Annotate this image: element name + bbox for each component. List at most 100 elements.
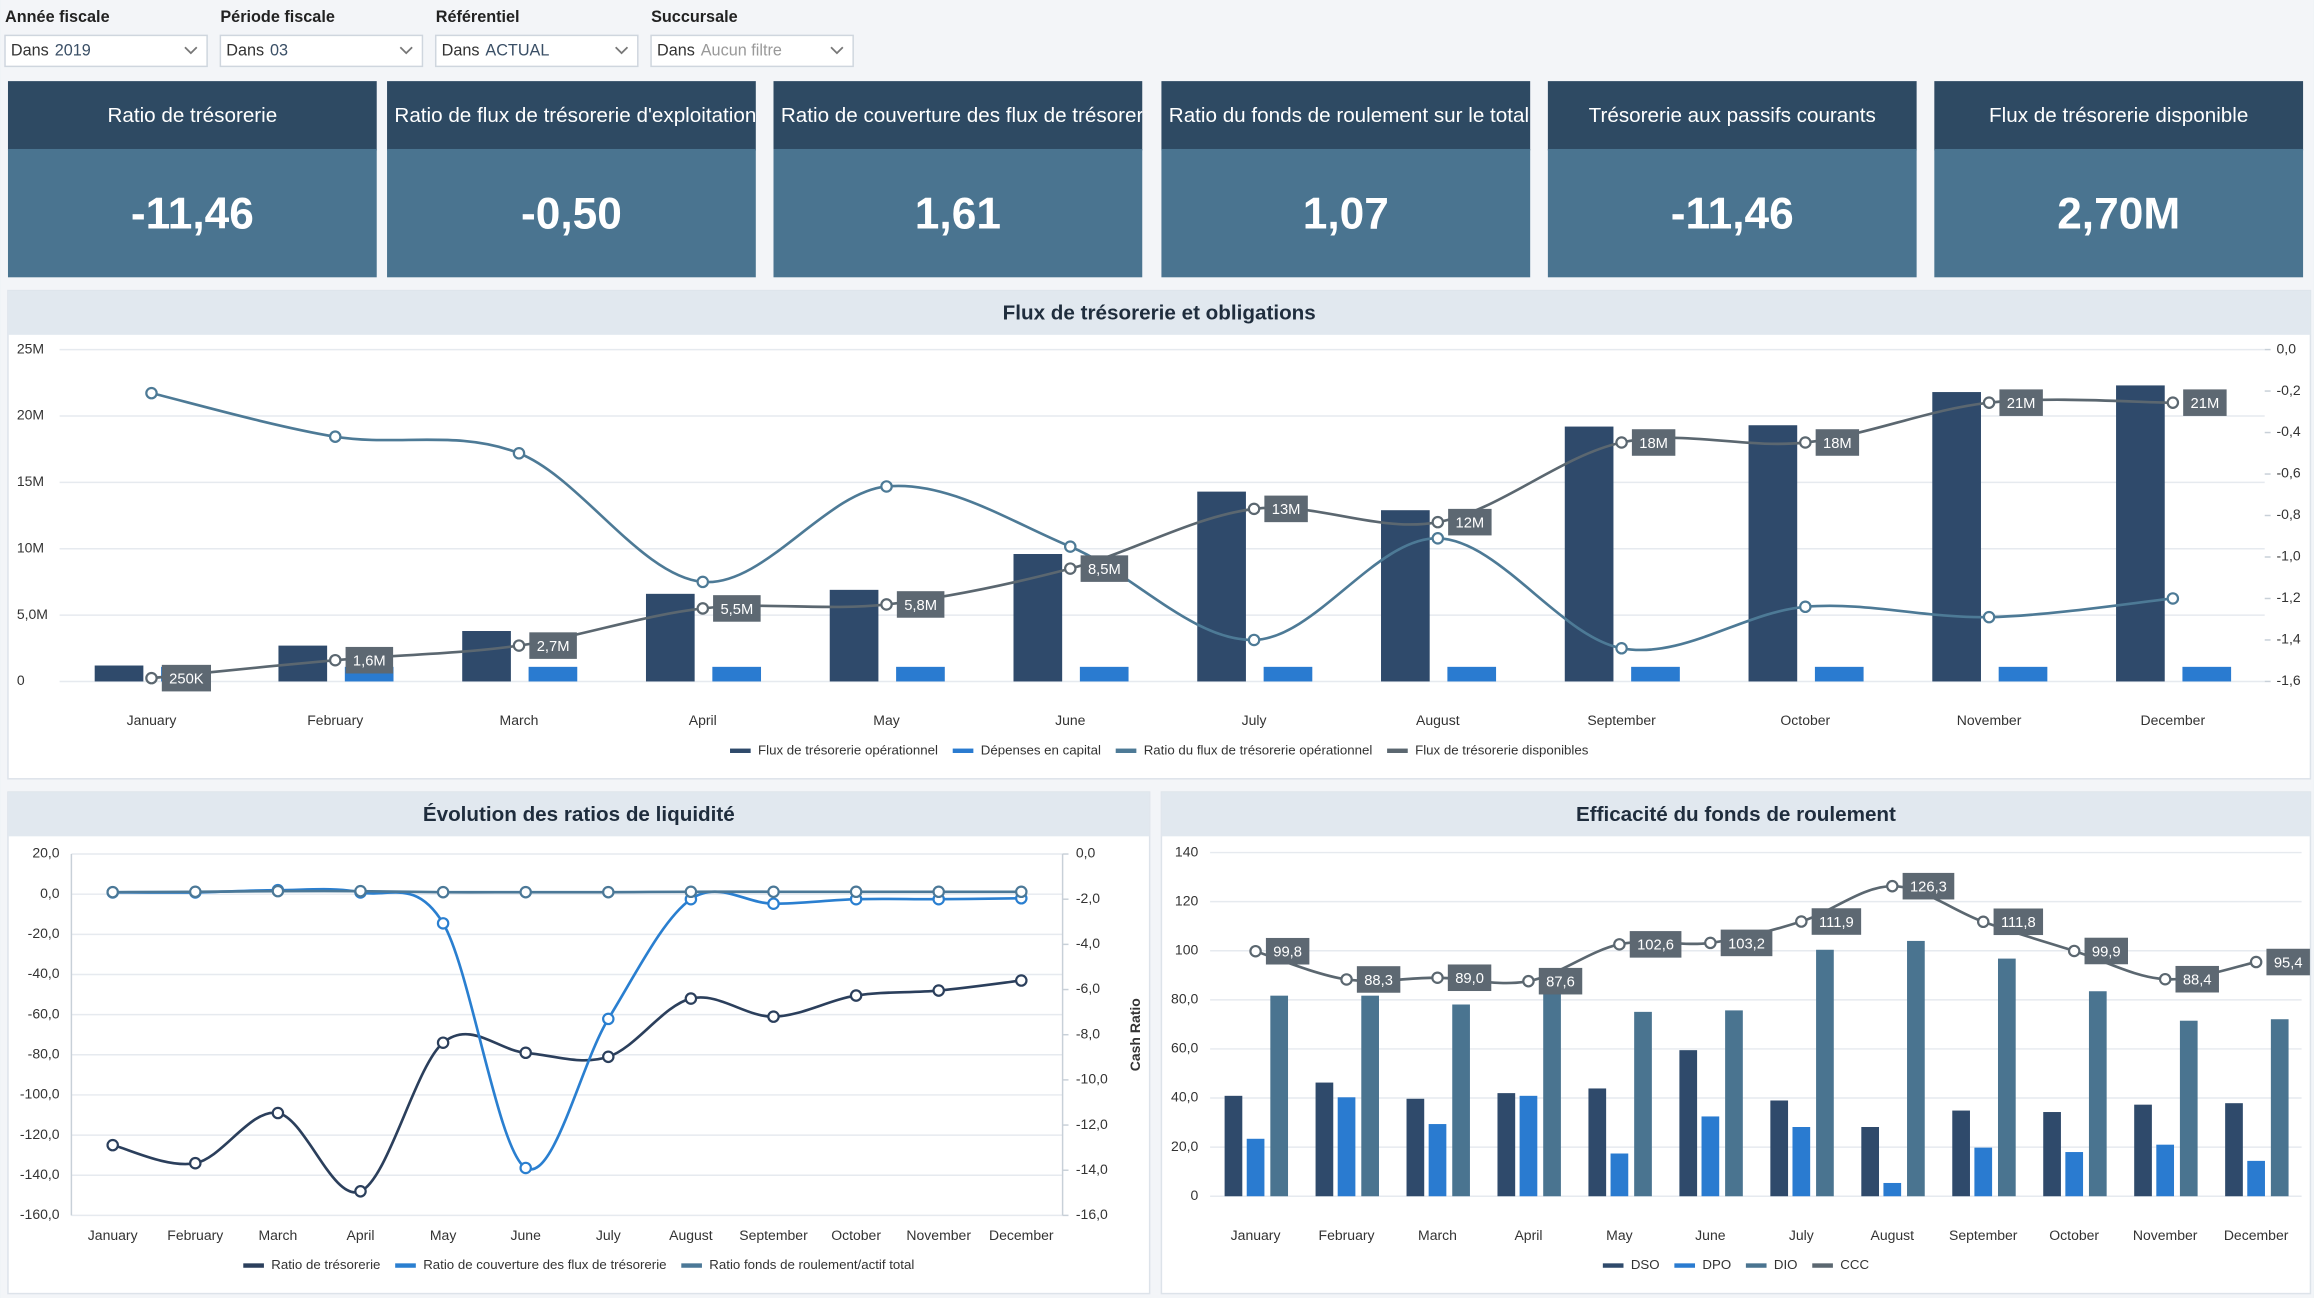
dropdown-box[interactable] [434,34,639,68]
bar [2156,1144,2175,1197]
kpi-title: Ratio de trésorerie [107,104,277,127]
chart: Efficacité du fonds de roulement 0 20,0 40,… [1160,791,2312,1295]
bar [1381,510,1430,682]
data-label: 250K [169,671,204,687]
data-label-box [2266,948,2310,976]
legend-label: CCC [1840,1257,1869,1272]
dropdown-box[interactable] [4,34,208,68]
kpi-body [1934,148,2304,278]
data-label-box [1629,931,1682,958]
kpi-header [7,81,377,151]
bar [1725,1010,1743,1197]
filter-dropdown[interactable]: Dans ACTUAL [434,34,639,68]
legend-swatch [952,748,974,753]
data-label-box [713,595,761,622]
data-label-box [2183,389,2227,416]
legend-swatch [395,1263,416,1268]
line-marker [2158,972,2172,986]
dropdown-box[interactable] [650,34,854,68]
bar [1013,554,1063,682]
y-tick-label: -40,0 [28,965,60,981]
line-marker [880,598,893,611]
bar [1907,940,1925,1197]
line-marker [1982,610,1996,624]
kpi-body [773,148,1143,278]
kpi-value: -11,46 [131,190,254,239]
legend-swatch [730,748,751,753]
x-tick-label: November [1957,712,2022,728]
chart-title: Efficacité du fonds de roulement [1576,803,1896,826]
line-marker [849,885,863,899]
x-tick-label: February [307,712,363,728]
bar [1270,995,1289,1197]
dropdown-text: Dans Aucun filtre [657,42,782,60]
data-label: 2,7M [537,639,570,655]
x-tick-label: January [127,712,177,728]
bar [2182,666,2232,682]
x-tick-label: July [1242,712,1267,728]
data-label: 89,0 [1455,971,1484,987]
y-tick-label: 5,0M [17,606,48,622]
data-label-box [529,632,577,659]
kpi-body [1161,148,1531,278]
line-marker [1615,436,1628,449]
data-label: 8,5M [1088,562,1121,578]
line-marker [2067,944,2081,958]
data-label-box [1264,495,1308,523]
chart: Évolution des ratios de liquidité 20,0 0,0… [7,791,1151,1295]
legend-label: Ratio de trésorerie [271,1257,380,1272]
chevron [830,46,844,55]
line-marker [1976,915,1990,929]
x-tick-label: January [1231,1227,1281,1243]
kpi-header [1547,81,1917,151]
bar [1361,995,1379,1197]
line-marker [145,671,158,685]
dropdown-text: Dans ACTUAL [442,42,550,60]
bar [2088,991,2107,1197]
y-tick-label: -120,0 [20,1126,60,1142]
line-marker [328,430,342,443]
x-tick-label: April [1514,1227,1542,1243]
bar [1792,1126,1811,1197]
x-tick-label: February [167,1227,223,1243]
line-marker [189,1156,202,1170]
chart-title: Flux de trésorerie et obligations [1003,302,1316,325]
line-marker [519,1161,532,1175]
dropdown-box[interactable] [219,34,424,68]
filter-label: Année fiscale [5,8,110,26]
data-label: 18M [1823,436,1852,452]
data-label-box [161,664,212,692]
line-marker [1431,532,1445,545]
chevron [184,46,198,55]
kpi-title: Flux de trésorerie disponible [1989,104,2248,127]
bar [2179,1020,2198,1197]
bar [2247,1160,2265,1197]
bar [712,666,762,682]
line-marker [354,884,367,898]
filter-dropdown[interactable]: Dans 03 [219,34,424,68]
line-marker [880,480,893,493]
bar [1337,1097,1356,1197]
data-label: 87,6 [1546,975,1575,991]
filter-dropdown[interactable]: Dans Aucun filtre [650,34,854,68]
data-label: 13M [1272,502,1301,518]
data-label-box [1999,389,2043,416]
dropdown-value: Aucun filtre [701,42,782,60]
bar [1997,958,2016,1197]
y2-tick-label: -1,2 [2277,589,2301,605]
legend-swatch [243,1263,264,1268]
kpi-value: -0,50 [521,190,622,239]
bar [1428,1124,1447,1197]
y2-tick-label: 0,0 [1076,845,1096,861]
y-tick-label: 20M [17,407,44,423]
line-marker [512,447,526,460]
data-label: 88,4 [2183,973,2212,989]
x-tick-label: July [596,1227,621,1243]
y2-tick-label: -16,0 [1076,1206,1108,1222]
bar [2065,1152,2084,1197]
data-label: 99,9 [2092,944,2121,960]
chart-title: Évolution des ratios de liquidité [423,803,735,826]
data-label: 21M [2007,396,2036,412]
filter-dropdown[interactable]: Dans 2019 [4,34,208,68]
